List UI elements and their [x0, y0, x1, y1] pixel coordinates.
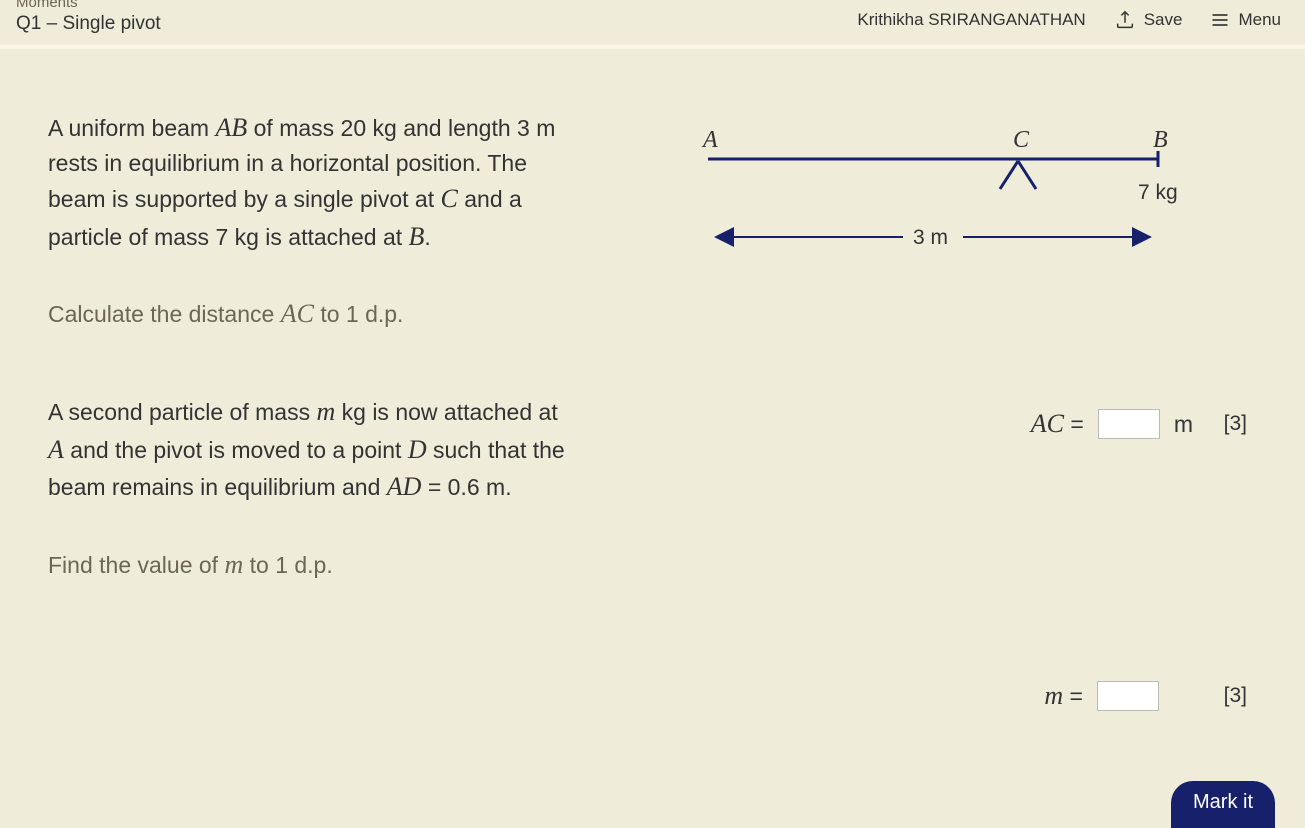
svg-text:B: B — [1153, 127, 1168, 153]
save-label: Save — [1144, 10, 1183, 30]
answer2-input[interactable] — [1097, 681, 1159, 711]
paragraph-2: A second particle of mass m kg is now at… — [48, 393, 568, 506]
save-button[interactable]: Save — [1114, 9, 1183, 31]
text: to 1 d.p. — [314, 301, 404, 327]
content: A uniform beam AB of mass 20 kg and leng… — [0, 49, 1305, 624]
var-AC: AC — [281, 299, 314, 328]
answer1-unit: m — [1174, 411, 1193, 438]
text: = 0.6 m. — [421, 474, 511, 500]
text: to 1 d.p. — [243, 552, 333, 578]
answer1-var: AC — [1031, 409, 1064, 438]
var-B: B — [409, 222, 425, 251]
beam-diagram: A C B 7 kg 3 m — [638, 119, 1198, 279]
question-title: Q1 – Single pivot — [16, 13, 161, 35]
mark-it-label: Mark it — [1193, 791, 1253, 813]
student-name: Krithikha SRIRANGANATHAN — [857, 10, 1085, 30]
var-m: m — [224, 550, 243, 579]
var-m: m — [316, 397, 335, 426]
text: Find the value of — [48, 552, 224, 578]
header-left: Moments Q1 – Single pivot — [16, 0, 161, 35]
paragraph-1: A uniform beam AB of mass 20 kg and leng… — [48, 109, 568, 255]
var-AD: AD — [387, 472, 422, 501]
menu-icon — [1210, 10, 1230, 30]
text: and the pivot is moved to a point — [64, 437, 408, 463]
var-C: C — [441, 184, 458, 213]
answer1-eq: = — [1064, 411, 1084, 437]
var-D: D — [408, 435, 427, 464]
var-AB: AB — [215, 113, 247, 142]
text: A uniform beam — [48, 115, 215, 141]
mark-it-button[interactable]: Mark it — [1171, 781, 1275, 828]
answer1-marks: [3] — [1207, 412, 1247, 436]
var-A: A — [48, 435, 64, 464]
menu-button[interactable]: Menu — [1210, 10, 1281, 30]
answer-row-2: m = [3] — [1044, 681, 1247, 711]
answer-row-1: AC = m [3] — [1031, 409, 1247, 439]
question-text: A uniform beam AB of mass 20 kg and leng… — [48, 109, 568, 624]
svg-text:3 m: 3 m — [913, 226, 948, 249]
answer1-input[interactable] — [1098, 409, 1160, 439]
answer2-eq: = — [1063, 683, 1083, 709]
topic-label: Moments — [16, 0, 161, 11]
text: Calculate the distance — [48, 301, 281, 327]
svg-text:C: C — [1013, 127, 1030, 153]
text: . — [424, 224, 430, 250]
text: kg is now attached at — [335, 399, 557, 425]
svg-text:7 kg: 7 kg — [1138, 181, 1178, 204]
answer2-marks: [3] — [1207, 684, 1247, 708]
prompt-2: Find the value of m to 1 d.p. — [48, 546, 568, 584]
save-icon — [1114, 9, 1136, 31]
prompt-1: Calculate the distance AC to 1 d.p. — [48, 295, 568, 333]
menu-label: Menu — [1238, 10, 1281, 30]
header-right: Krithikha SRIRANGANATHAN Save Menu — [857, 9, 1281, 35]
answer2-var: m — [1044, 681, 1063, 710]
svg-text:A: A — [701, 127, 718, 153]
header: Moments Q1 – Single pivot Krithikha SRIR… — [0, 0, 1305, 49]
right-column: ACB7 kg3 m AC = m [3] m = [3] — [608, 109, 1257, 624]
text: A second particle of mass — [48, 399, 316, 425]
